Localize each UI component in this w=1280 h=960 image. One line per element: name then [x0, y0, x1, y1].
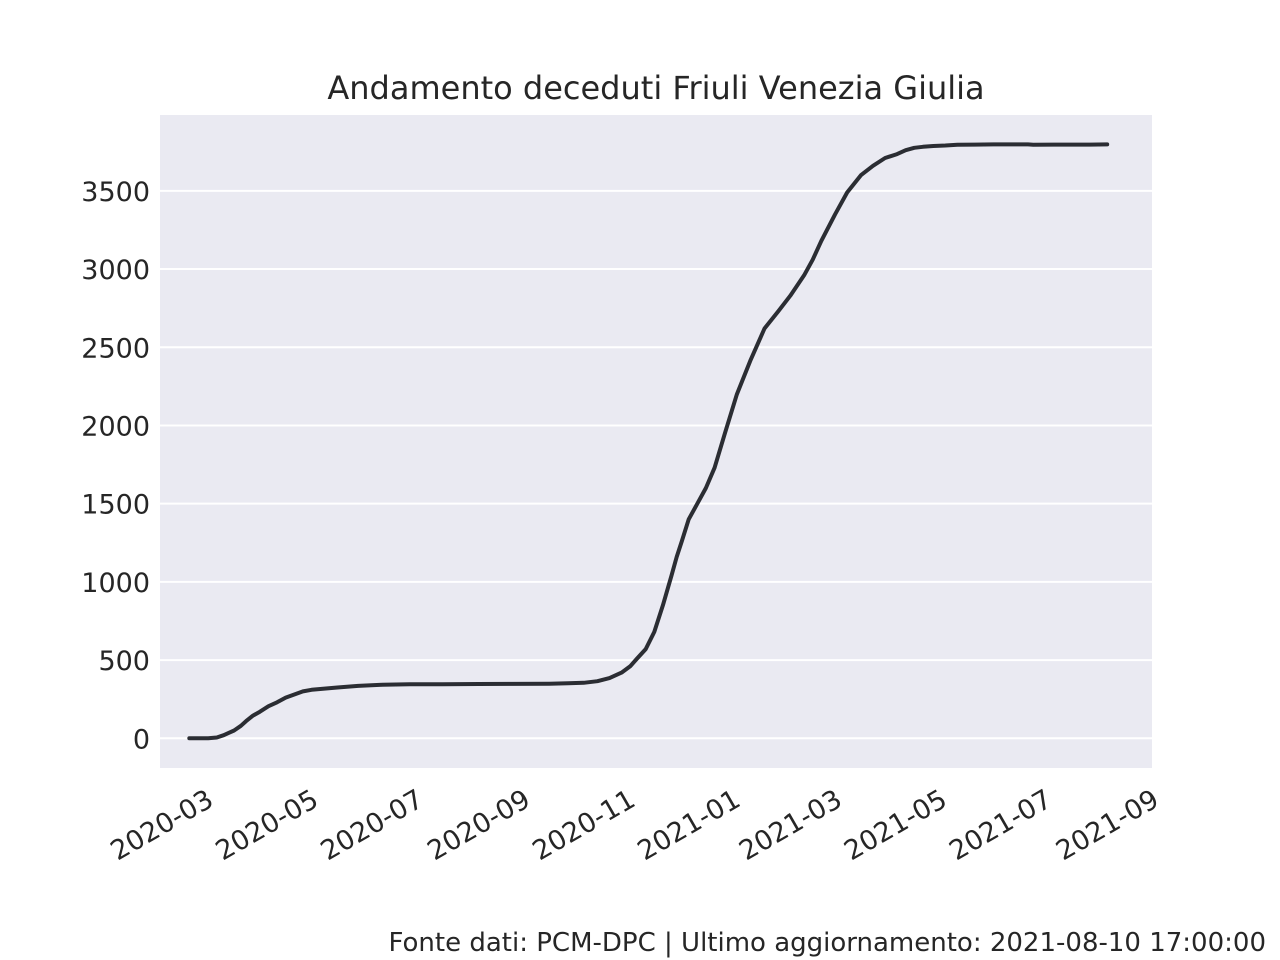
y-tick-label: 2000	[81, 411, 150, 442]
x-tick-label: 2021-01	[633, 784, 746, 867]
footer-source: Fonte dati: PCM-DPC | Ultimo aggiornamen…	[389, 928, 1267, 958]
x-tick-label: 2021-09	[1051, 784, 1164, 867]
x-tick-label: 2021-07	[944, 784, 1057, 867]
x-tick-label: 2021-03	[734, 784, 847, 867]
y-tick-label: 3500	[81, 177, 150, 208]
y-tick-label: 1000	[81, 568, 150, 599]
x-axis: 2020-032020-052020-072020-092020-112021-…	[106, 784, 1165, 867]
y-tick-label: 1500	[81, 490, 150, 521]
chart-grid	[160, 189, 1152, 740]
y-tick-label: 3000	[81, 255, 150, 286]
chart-line	[187, 142, 1110, 741]
y-axis: 0 500 1000 1500 2000 2500 3000 3500	[81, 177, 150, 755]
x-tick-label: 2021-05	[839, 784, 952, 867]
x-tick-label: 2020-03	[106, 784, 219, 867]
x-tick-label: 2020-09	[422, 784, 535, 867]
x-tick-label: 2020-05	[211, 784, 324, 867]
y-tick-label: 500	[98, 646, 150, 677]
y-tick-label: 2500	[81, 333, 150, 364]
x-tick-label: 2020-07	[316, 784, 429, 867]
y-tick-label: 0	[133, 724, 150, 755]
x-tick-label: 2020-11	[527, 784, 640, 867]
chart-title: Andamento deceduti Friuli Venezia Giulia	[327, 69, 984, 107]
chart-plot-area	[160, 115, 1152, 768]
